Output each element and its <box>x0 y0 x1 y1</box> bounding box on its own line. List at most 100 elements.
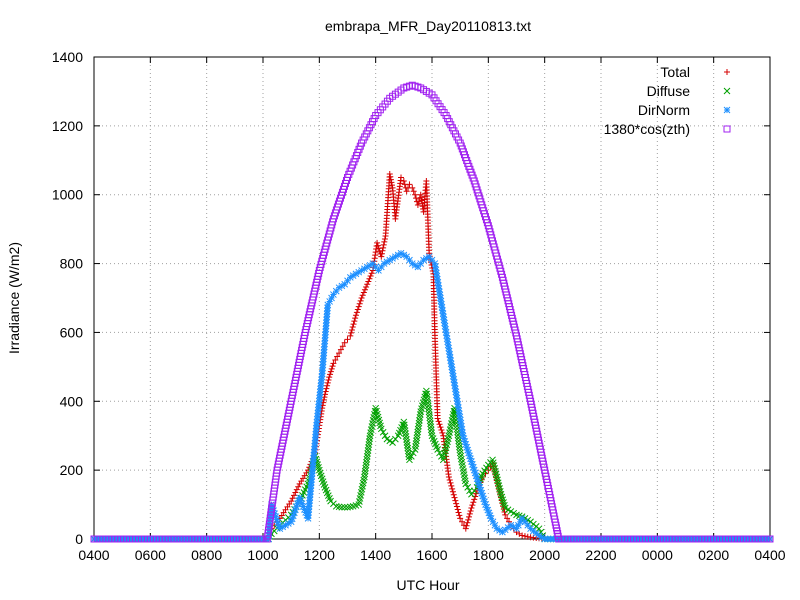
data-point <box>409 184 416 191</box>
data-point <box>434 415 441 422</box>
data-point <box>372 263 380 271</box>
data-point <box>483 503 490 511</box>
data-point <box>324 379 331 386</box>
data-point <box>270 507 277 514</box>
data-point <box>397 249 405 257</box>
data-point <box>477 486 485 494</box>
x-tick-label: 1400 <box>360 547 391 563</box>
data-point <box>380 241 387 248</box>
data-point <box>327 368 334 375</box>
data-point <box>347 332 354 339</box>
data-point <box>379 428 387 436</box>
data-point <box>470 466 478 474</box>
y-tick-label: 0 <box>75 531 83 547</box>
data-point <box>464 446 472 454</box>
data-point <box>318 376 325 384</box>
data-point <box>476 484 484 491</box>
grid-lines <box>94 57 770 539</box>
data-point <box>326 298 334 305</box>
data-point <box>406 456 413 464</box>
data-point <box>394 251 402 259</box>
data-point <box>482 501 489 508</box>
data-point <box>475 481 483 488</box>
data-point <box>266 523 274 530</box>
data-point <box>441 319 448 327</box>
data-point <box>316 394 323 402</box>
data-point <box>452 497 459 504</box>
data-point <box>379 247 386 254</box>
legend-label: Diffuse <box>647 83 691 99</box>
data-point <box>315 400 323 408</box>
data-point <box>450 491 457 498</box>
data-point <box>483 464 490 472</box>
data-point <box>452 391 460 399</box>
x-tick-label: 2200 <box>585 547 616 563</box>
data-point <box>386 256 394 264</box>
data-point <box>344 336 351 343</box>
data-point <box>282 521 289 529</box>
data-point <box>463 522 470 529</box>
data-point <box>354 306 361 313</box>
data-point <box>348 326 355 333</box>
data-point <box>456 512 463 519</box>
data-point <box>446 476 453 483</box>
data-point <box>460 435 468 442</box>
data-point <box>317 385 324 393</box>
data-point <box>462 480 470 488</box>
legend-marker <box>723 106 731 114</box>
data-point <box>352 312 359 319</box>
data-point <box>433 272 441 280</box>
data-point <box>457 419 465 427</box>
data-point <box>313 422 320 429</box>
data-point <box>314 406 322 414</box>
data-point <box>524 521 532 529</box>
data-point <box>438 300 445 308</box>
data-point <box>360 289 367 296</box>
data-point <box>437 297 445 305</box>
data-point <box>468 458 475 465</box>
data-point <box>289 495 296 502</box>
data-point <box>448 363 456 371</box>
axis-ticks: 0400 0600 0800 1000 1200 1400 1600 1800 2000 2200… <box>52 49 786 563</box>
data-point <box>317 382 325 390</box>
data-point <box>423 255 430 262</box>
data-point <box>412 191 419 198</box>
x-tick-label: 1800 <box>473 547 504 563</box>
data-point <box>357 297 364 304</box>
data-point <box>350 321 357 328</box>
data-point <box>438 426 445 433</box>
data-point <box>436 421 443 428</box>
data-point <box>289 512 297 520</box>
data-point <box>381 238 388 245</box>
data-point <box>301 506 308 513</box>
data-point <box>365 278 372 285</box>
data-point <box>491 521 499 529</box>
data-point <box>434 275 441 283</box>
data-point <box>425 253 433 261</box>
data-point <box>267 510 275 518</box>
data-point <box>459 518 466 525</box>
data-point <box>266 519 274 527</box>
data-point <box>334 353 341 360</box>
data-point <box>356 300 363 307</box>
data-point <box>445 347 453 355</box>
data-point <box>269 504 276 511</box>
x-tick-label: 1200 <box>304 547 335 563</box>
y-tick-label: 800 <box>60 256 84 272</box>
data-point <box>466 513 473 520</box>
data-point <box>383 258 391 266</box>
data-point <box>469 502 476 509</box>
data-point <box>339 343 346 350</box>
data-point <box>451 494 458 501</box>
data-point <box>431 263 439 271</box>
data-point <box>481 498 488 506</box>
data-point <box>389 182 396 189</box>
data-point <box>453 397 461 405</box>
data-point <box>471 469 479 477</box>
data-point <box>275 522 283 530</box>
data-point <box>292 489 299 496</box>
data-point <box>432 266 440 274</box>
data-point <box>400 251 408 259</box>
data-point <box>406 181 413 188</box>
data-point <box>478 489 486 497</box>
